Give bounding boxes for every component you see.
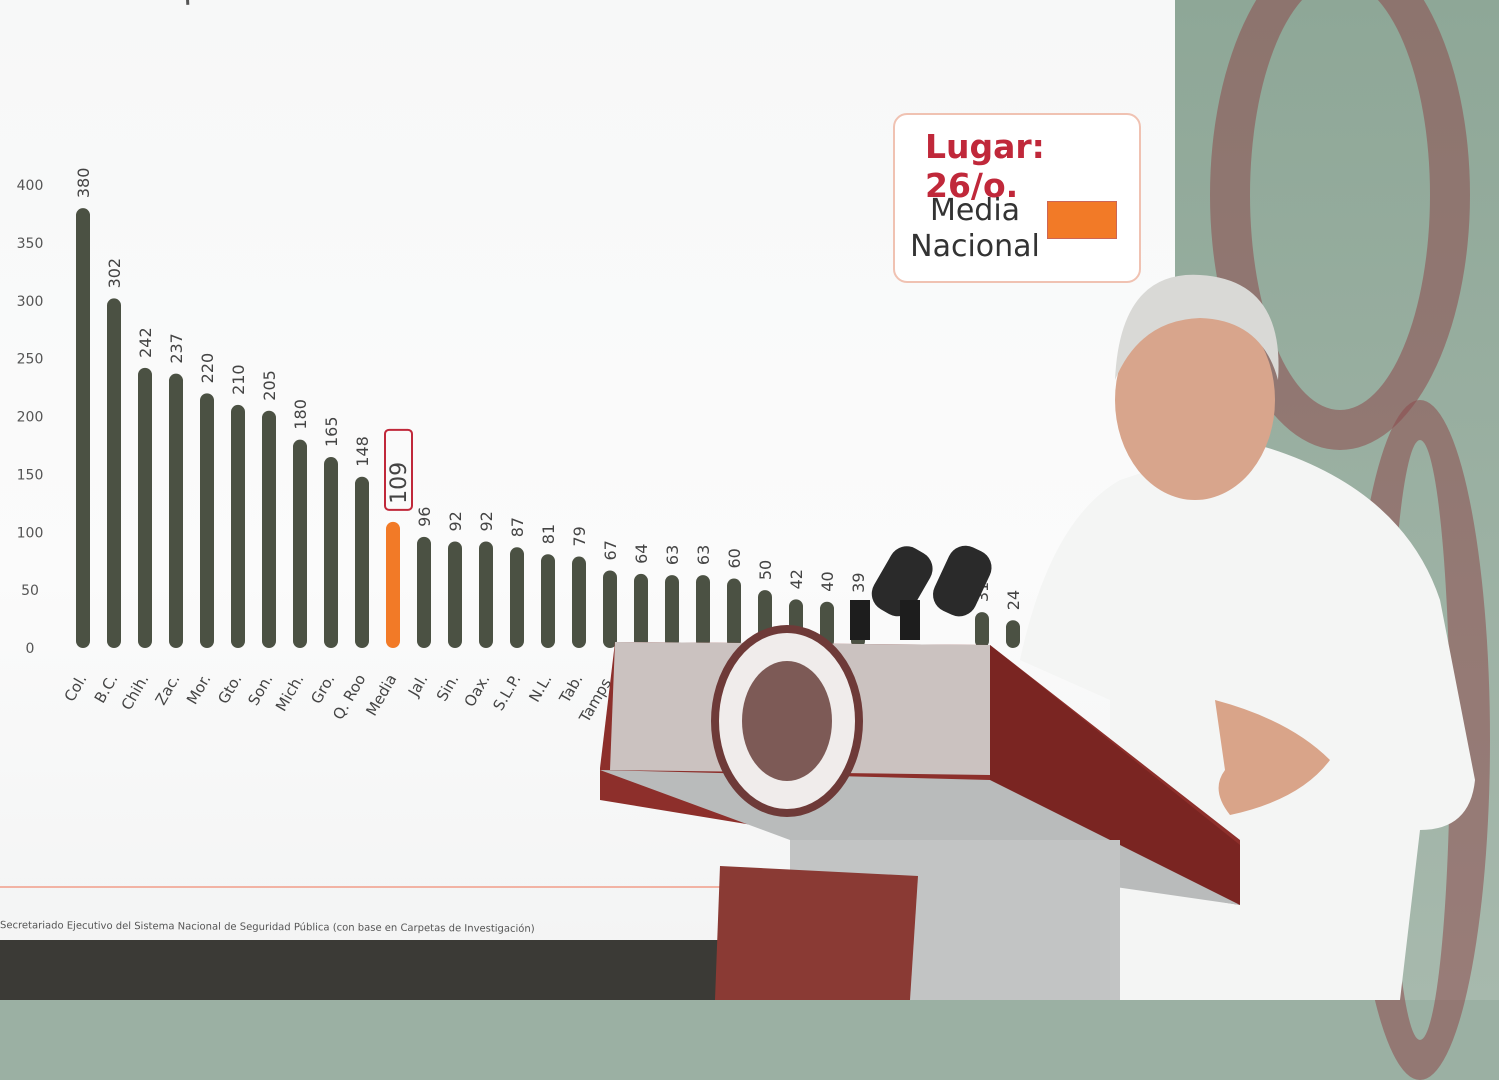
bar <box>603 570 617 648</box>
data-label: 79 <box>570 526 589 546</box>
bar <box>510 547 524 648</box>
data-label: 109 <box>387 462 412 504</box>
data-label: 92 <box>446 511 465 531</box>
data-label: 165 <box>322 416 341 447</box>
bar <box>293 439 307 648</box>
y-tick-label: 50 <box>21 583 39 599</box>
bar <box>479 541 493 648</box>
data-label: 148 <box>353 436 372 467</box>
data-label: 64 <box>632 544 651 564</box>
bar <box>386 521 400 648</box>
bar <box>76 208 90 648</box>
data-label: 63 <box>694 545 713 565</box>
data-label: 81 <box>539 524 558 544</box>
data-label: 60 <box>725 548 744 568</box>
bar <box>727 578 741 648</box>
divider <box>0 886 720 888</box>
bar <box>448 541 462 648</box>
y-tick-label: 200 <box>17 410 44 426</box>
legend-swatch <box>1047 201 1117 239</box>
data-label: 50 <box>756 560 775 580</box>
legend-place: Lugar: 26/o. <box>925 127 1045 205</box>
data-label: 205 <box>260 370 279 401</box>
y-tick-label: 100 <box>17 525 44 541</box>
bar <box>262 410 276 648</box>
podium <box>600 625 1240 1000</box>
data-label: 63 <box>663 545 682 565</box>
data-label: 40 <box>818 571 837 591</box>
bar <box>417 536 431 648</box>
highlight-box <box>384 428 413 511</box>
bar <box>200 393 214 648</box>
data-label: 39 <box>849 572 868 592</box>
hand <box>1215 700 1330 815</box>
data-label: 302 <box>105 258 124 289</box>
y-tick-label: 150 <box>17 467 44 483</box>
data-label: 42 <box>787 569 806 589</box>
bar <box>107 298 121 648</box>
bar <box>820 601 834 648</box>
y-tick-label: 400 <box>17 178 44 194</box>
bar <box>324 457 338 648</box>
data-label: 96 <box>415 507 434 527</box>
y-tick-label: 0 <box>26 641 35 657</box>
bar <box>169 373 183 648</box>
bar <box>572 556 586 648</box>
y-tick-label: 250 <box>17 352 44 368</box>
legend: Lugar: 26/o. Media Nacional <box>893 113 1141 283</box>
bar <box>975 612 989 648</box>
data-label: 210 <box>229 364 248 395</box>
data-label: 92 <box>477 511 496 531</box>
data-label: 180 <box>291 399 310 430</box>
bar <box>665 575 679 648</box>
bar <box>1006 620 1020 648</box>
legend-label: Media Nacional <box>910 193 1040 264</box>
data-label: 24 <box>1004 590 1023 610</box>
bar <box>355 476 369 648</box>
hair <box>1115 274 1279 380</box>
bar <box>231 404 245 648</box>
speaker-scene <box>600 274 1475 1000</box>
data-label: 220 <box>198 353 217 384</box>
microphones <box>850 545 992 640</box>
data-label: 87 <box>508 517 527 537</box>
bar <box>541 554 555 648</box>
data-label: 380 <box>74 168 93 199</box>
data-label: 237 <box>167 333 186 364</box>
data-label: 242 <box>136 327 155 358</box>
bar <box>138 367 152 648</box>
bar <box>696 575 710 648</box>
bar <box>634 573 648 648</box>
head <box>1115 300 1275 500</box>
y-tick-label: 350 <box>17 236 44 252</box>
y-tick-label: 300 <box>17 294 44 310</box>
data-label: 67 <box>601 540 620 560</box>
